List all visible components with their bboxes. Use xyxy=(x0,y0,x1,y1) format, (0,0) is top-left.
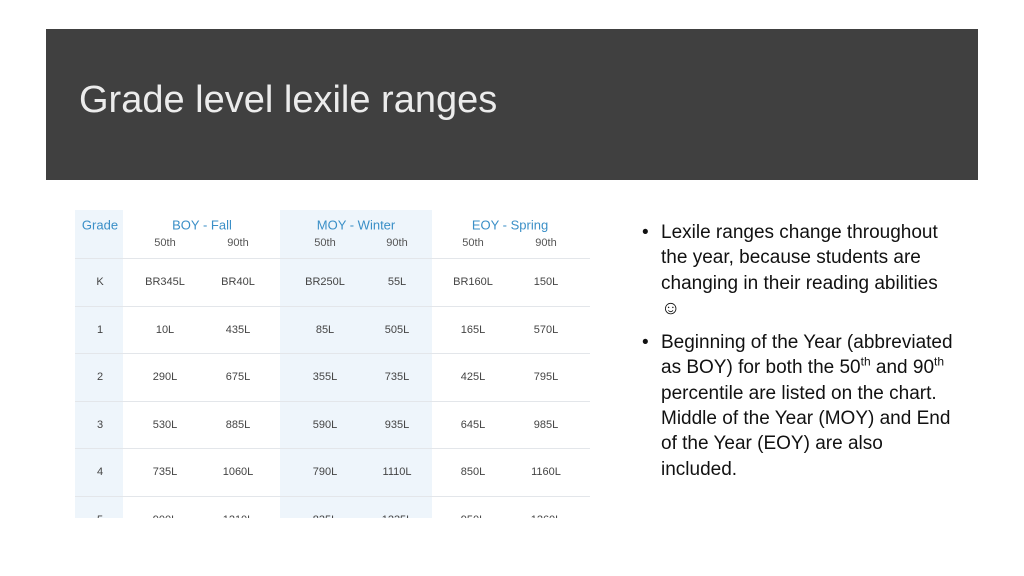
column-header: BOY - Fall xyxy=(172,217,232,233)
table-cell: 850L xyxy=(460,466,486,478)
table-cell: 645L xyxy=(460,418,486,431)
bullet-text: Beginning of the Year (abbreviated as BO… xyxy=(661,332,953,379)
bullet: Lexile ranges change throughout the year… xyxy=(640,220,960,321)
percentile-header: 50th xyxy=(154,237,176,249)
table-cell: 985L xyxy=(533,418,559,431)
table-cell: 735L xyxy=(152,466,178,478)
row-separator xyxy=(75,495,590,497)
table-cell: 900L xyxy=(153,514,177,519)
column-shade xyxy=(75,210,123,518)
bullet-text: percentile are listed on the chart. Midd… xyxy=(661,382,951,480)
slide-title: Grade level lexile ranges xyxy=(79,79,498,121)
table-cell: BR250L xyxy=(305,276,345,288)
table-cell: 735L xyxy=(384,371,410,383)
table-cell: 425L xyxy=(460,371,486,383)
row-separator xyxy=(75,353,590,354)
table-cell: 835L xyxy=(313,514,337,519)
superscript: th xyxy=(934,355,945,370)
table-cell: 790L xyxy=(312,466,338,478)
table-cell: 885L xyxy=(225,418,251,431)
table-cell: 435L xyxy=(225,323,251,336)
table-cell: 795L xyxy=(533,371,559,383)
bullet-list: Lexile ranges change throughout the year… xyxy=(640,220,960,491)
bullet-text: Lexile ranges change throughout the year… xyxy=(661,222,938,319)
table-cell: BR160L xyxy=(453,276,493,288)
table-cell: 10L xyxy=(155,323,175,336)
percentile-header: 90th xyxy=(386,237,408,249)
bullet-text: and 90 xyxy=(870,357,935,379)
table-cell: 590L xyxy=(312,418,338,431)
row-separator xyxy=(75,448,590,449)
row-separator xyxy=(75,258,590,259)
table-cell: 165L xyxy=(460,323,486,336)
table-cell: 1060L xyxy=(222,466,254,478)
table-cell: 1 xyxy=(96,323,104,336)
percentile-header: 50th xyxy=(462,237,484,249)
table-cell: 150L xyxy=(533,276,559,288)
bullet: Beginning of the Year (abbreviated as BO… xyxy=(640,330,960,482)
lexile-table: Grade BOY - Fall MOY - Winter EOY - Spring 5… xyxy=(75,210,590,518)
table-cell: 55L xyxy=(387,276,407,288)
percentile-header: 90th xyxy=(535,237,557,249)
table-cell: 4 xyxy=(96,466,104,478)
table-cell: 2 xyxy=(96,371,104,383)
table-cell: 505L xyxy=(384,323,410,336)
table-cell: 950L xyxy=(461,514,485,519)
table-cell: 3 xyxy=(96,418,104,431)
row-separator xyxy=(75,400,590,402)
table-cell: 935L xyxy=(384,418,410,431)
table-cell: 1110L xyxy=(382,466,412,478)
table-cell: 1260L xyxy=(531,514,562,519)
table-cell: 85L xyxy=(315,323,335,336)
column-header: Grade xyxy=(81,217,119,233)
percentile-header: 50th xyxy=(314,237,336,249)
table-cell: 1210L xyxy=(223,514,254,519)
superscript: th xyxy=(860,355,871,370)
column-header: MOY - Winter xyxy=(316,217,396,233)
column-header: EOY - Spring xyxy=(471,217,549,233)
table-cell: 5 xyxy=(97,514,103,519)
table-cell: BR40L xyxy=(221,276,255,288)
table-cell: 355L xyxy=(312,371,338,383)
row-separator xyxy=(75,305,590,307)
title-band: Grade level lexile ranges xyxy=(46,29,978,180)
table-cell: BR345L xyxy=(145,276,185,288)
table-cell: 1160L xyxy=(531,466,561,478)
table-cell: K xyxy=(96,276,104,288)
table-cell: 290L xyxy=(152,371,178,383)
table-cell: 675L xyxy=(225,371,251,383)
percentile-header: 90th xyxy=(227,237,249,249)
column-shade xyxy=(280,210,432,518)
table-cell: 1235L xyxy=(382,514,413,519)
table-cell: 530L xyxy=(152,418,178,431)
table-cell: 570L xyxy=(533,323,559,336)
